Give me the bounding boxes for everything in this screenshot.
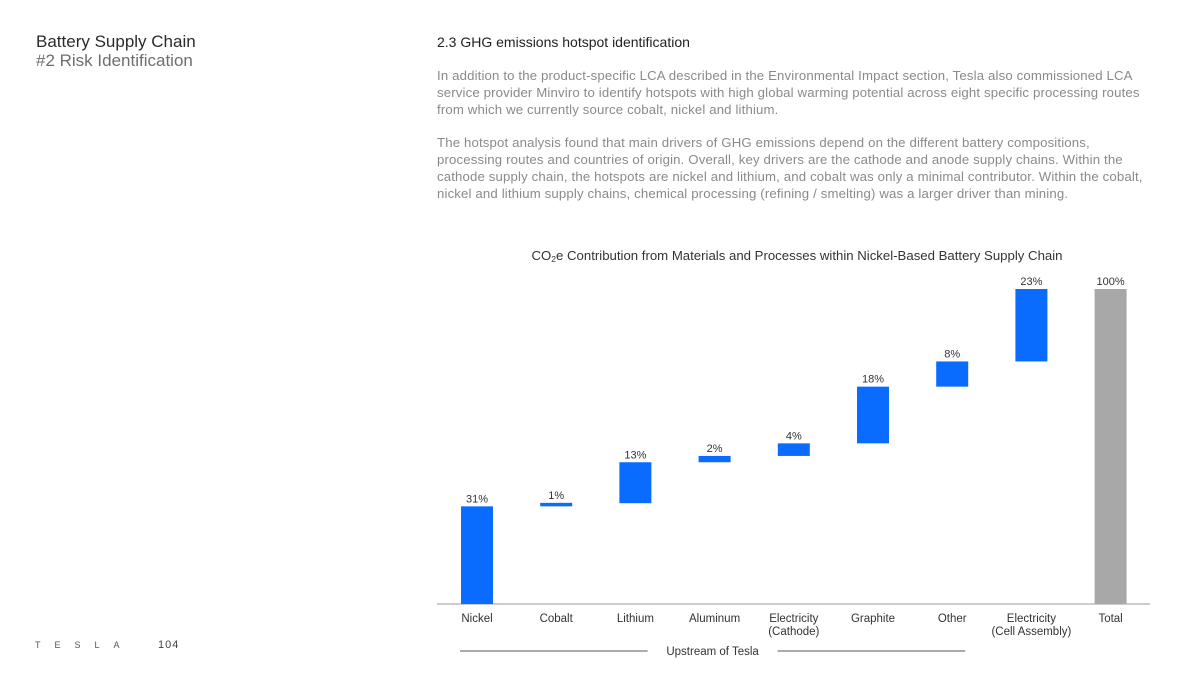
- content-heading: 2.3 GHG emissions hotspot identification: [437, 34, 690, 50]
- main-content: 2.3 GHG emissions hotspot identification…: [437, 33, 1157, 218]
- category-label-5-0: Graphite: [851, 613, 895, 625]
- section-title: Battery Supply Chain: [36, 32, 196, 51]
- page-number: 104: [158, 639, 180, 651]
- data-label-0: 31%: [466, 493, 488, 505]
- category-label-6-0: Other: [938, 613, 967, 625]
- category-label-1-0: Cobalt: [540, 613, 574, 625]
- chart-title-prefix: CO: [531, 248, 552, 263]
- bar-3: [698, 455, 731, 463]
- tesla-logo: TESLA: [35, 640, 134, 650]
- bar-5: [857, 386, 889, 444]
- data-label-7: 23%: [1020, 276, 1042, 288]
- group-label: Upstream of Tesla: [666, 646, 759, 658]
- bar-1: [540, 502, 573, 507]
- category-label-3-0: Aluminum: [689, 613, 740, 625]
- category-label-7-1: (Cell Assembly): [991, 626, 1071, 638]
- section-subtitle: #2 Risk Identification: [36, 51, 193, 70]
- data-label-2: 13%: [624, 449, 646, 461]
- data-label-3: 2%: [707, 443, 723, 455]
- bar-0: [461, 506, 493, 604]
- category-label-7-0: Electricity: [1007, 613, 1056, 625]
- paragraph-1: In addition to the product-specific LCA …: [437, 68, 1140, 117]
- bar-8: [1094, 289, 1127, 604]
- bar-2: [619, 462, 652, 504]
- data-label-8: 100%: [1097, 276, 1125, 288]
- category-label-4-1: (Cathode): [768, 626, 819, 638]
- chart-title-subscript: 2: [551, 254, 557, 264]
- data-label-6: 8%: [944, 348, 960, 360]
- category-label-4-0: Electricity: [769, 613, 818, 625]
- paragraph-2: The hotspot analysis found that main dri…: [437, 135, 1143, 201]
- category-label-2-0: Lithium: [617, 613, 654, 625]
- data-label-4: 4%: [786, 430, 802, 442]
- category-label-8-0: Total: [1098, 613, 1122, 625]
- data-label-5: 18%: [862, 374, 884, 386]
- data-label-1: 1%: [548, 490, 564, 502]
- bar-4: [777, 443, 810, 456]
- bar-6: [936, 361, 969, 387]
- chart-title: CO2e Contribution from Materials and Pro…: [437, 248, 1157, 264]
- bar-7: [1015, 289, 1048, 362]
- category-label-0-0: Nickel: [461, 613, 492, 625]
- chart-title-suffix: e Contribution from Materials and Proces…: [556, 248, 1063, 263]
